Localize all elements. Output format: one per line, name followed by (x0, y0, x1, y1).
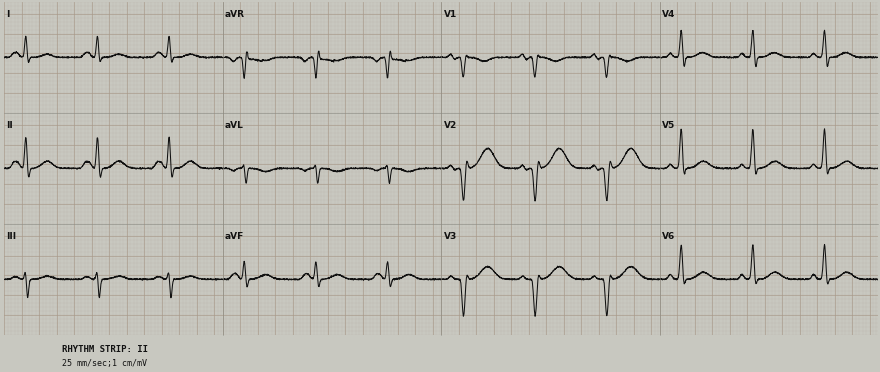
Text: V1: V1 (444, 10, 457, 19)
Text: II: II (6, 121, 13, 129)
Text: V2: V2 (444, 121, 457, 129)
Text: aVF: aVF (225, 232, 245, 241)
Text: I: I (6, 10, 10, 19)
Text: III: III (6, 232, 17, 241)
Text: V4: V4 (662, 10, 675, 19)
Text: V3: V3 (444, 232, 457, 241)
Text: aVL: aVL (225, 121, 244, 129)
Text: V6: V6 (662, 232, 675, 241)
Text: aVR: aVR (225, 10, 245, 19)
Text: 25 mm/sec;1 cm/mV: 25 mm/sec;1 cm/mV (62, 359, 147, 368)
Text: RHYTHM STRIP: II: RHYTHM STRIP: II (62, 344, 148, 353)
Text: V5: V5 (662, 121, 675, 129)
